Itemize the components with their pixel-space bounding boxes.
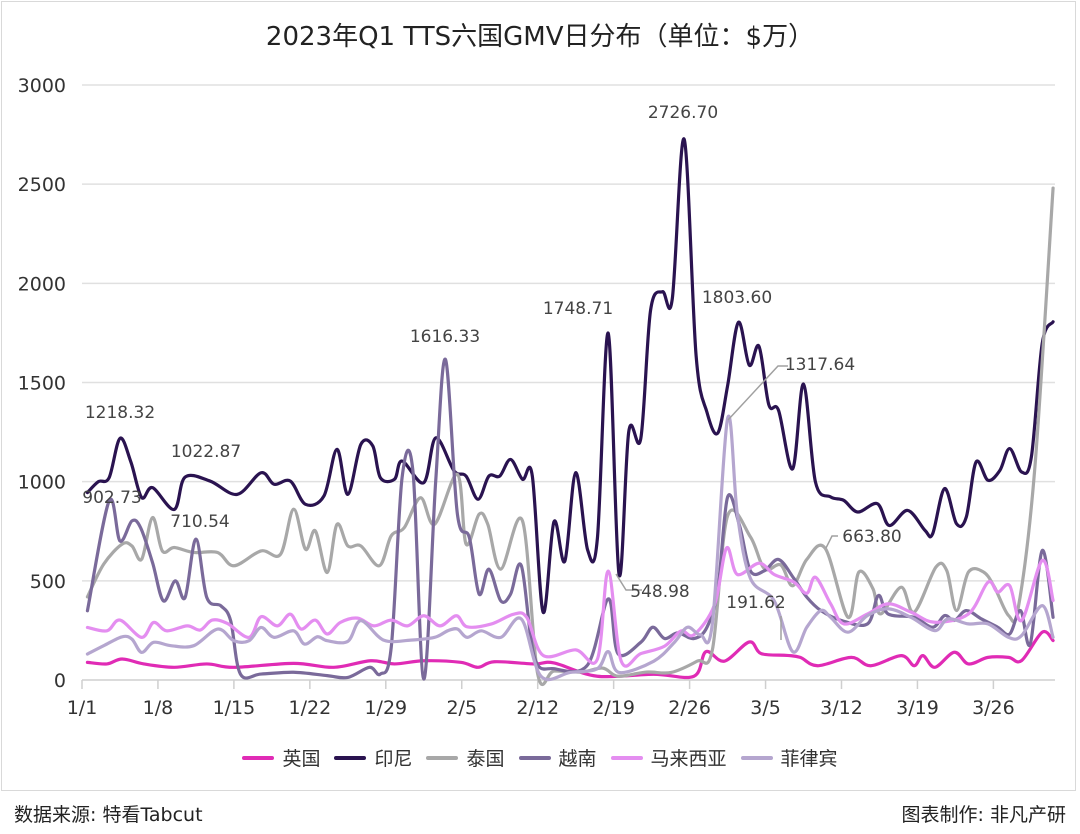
x-tick-label: 3/26 bbox=[972, 697, 1015, 719]
data-label: 1616.33 bbox=[410, 327, 480, 347]
legend-item: 印尼 bbox=[334, 744, 412, 771]
x-tick-label: 2/26 bbox=[668, 697, 711, 719]
legend-swatch bbox=[610, 755, 643, 760]
y-tick-label: 500 bbox=[30, 571, 66, 593]
legend-item: 英国 bbox=[242, 744, 320, 771]
series-line-菲律宾 bbox=[85, 414, 1055, 682]
legend-swatch bbox=[242, 755, 275, 760]
data-label: 710.54 bbox=[170, 512, 229, 532]
data-label: 1218.32 bbox=[85, 403, 155, 423]
data-label: 902.73 bbox=[82, 488, 141, 508]
legend-swatch bbox=[740, 755, 773, 760]
legend: 英国 印尼 泰国 越南 马来西亚 菲律宾 bbox=[0, 744, 1080, 771]
data-label: 191.62 bbox=[726, 593, 785, 613]
y-tick-label: 0 bbox=[54, 670, 66, 692]
legend-item: 泰国 bbox=[426, 744, 505, 771]
x-tick-label: 1/29 bbox=[364, 697, 407, 719]
y-tick-label: 2500 bbox=[18, 174, 66, 196]
x-tick-label: 3/19 bbox=[896, 697, 939, 719]
series-line-英国 bbox=[85, 629, 1055, 680]
x-tick-label: 2/5 bbox=[446, 697, 477, 719]
x-tick-label: 1/1 bbox=[67, 697, 98, 719]
legend-label: 越南 bbox=[558, 748, 597, 770]
annotation-leader bbox=[825, 535, 838, 549]
series-line-马来西亚 bbox=[85, 546, 1055, 668]
data-label: 663.80 bbox=[842, 527, 901, 547]
annotation-leader bbox=[727, 365, 788, 421]
legend-swatch bbox=[426, 755, 459, 760]
x-tick-label: 2/12 bbox=[516, 697, 559, 719]
series-line-印尼 bbox=[85, 137, 1055, 614]
chart-maker: 图表制作: 非凡产研 bbox=[901, 804, 1066, 826]
data-label: 2726.70 bbox=[648, 103, 718, 123]
legend-label: 菲律宾 bbox=[780, 748, 838, 770]
legend-label: 英国 bbox=[282, 748, 321, 770]
series-line-泰国 bbox=[85, 186, 1055, 686]
legend-swatch bbox=[518, 755, 551, 760]
chart-frame bbox=[1, 1, 1076, 791]
x-tick-label: 1/8 bbox=[143, 697, 174, 719]
data-label: 1022.87 bbox=[171, 442, 241, 462]
x-tick-label: 1/15 bbox=[213, 697, 256, 719]
legend-item: 马来西亚 bbox=[610, 744, 727, 771]
legend-label: 马来西亚 bbox=[650, 748, 727, 770]
legend-item: 越南 bbox=[518, 744, 597, 771]
data-label: 1317.64 bbox=[785, 355, 855, 375]
legend-label: 印尼 bbox=[374, 748, 413, 770]
data-source: 数据来源: 特看Tabcut bbox=[14, 804, 203, 826]
legend-item: 菲律宾 bbox=[740, 744, 838, 771]
annotation-leader bbox=[615, 573, 642, 591]
data-label: 548.98 bbox=[630, 582, 689, 602]
y-tick-label: 2000 bbox=[18, 273, 66, 295]
data-label: 1748.71 bbox=[543, 299, 613, 319]
x-tick-label: 1/22 bbox=[289, 697, 332, 719]
y-tick-label: 3000 bbox=[18, 75, 66, 97]
data-label: 1803.60 bbox=[702, 288, 772, 308]
x-tick-label: 3/5 bbox=[750, 697, 781, 719]
legend-swatch bbox=[334, 755, 367, 760]
y-tick-label: 1000 bbox=[18, 472, 66, 494]
legend-label: 泰国 bbox=[466, 748, 505, 770]
x-tick-label: 3/12 bbox=[820, 697, 863, 719]
x-tick-label: 2/19 bbox=[592, 697, 635, 719]
y-tick-label: 1500 bbox=[18, 373, 66, 395]
chart-title: 2023年Q1 TTS六国GMV日分布（单位：$万） bbox=[265, 22, 815, 52]
